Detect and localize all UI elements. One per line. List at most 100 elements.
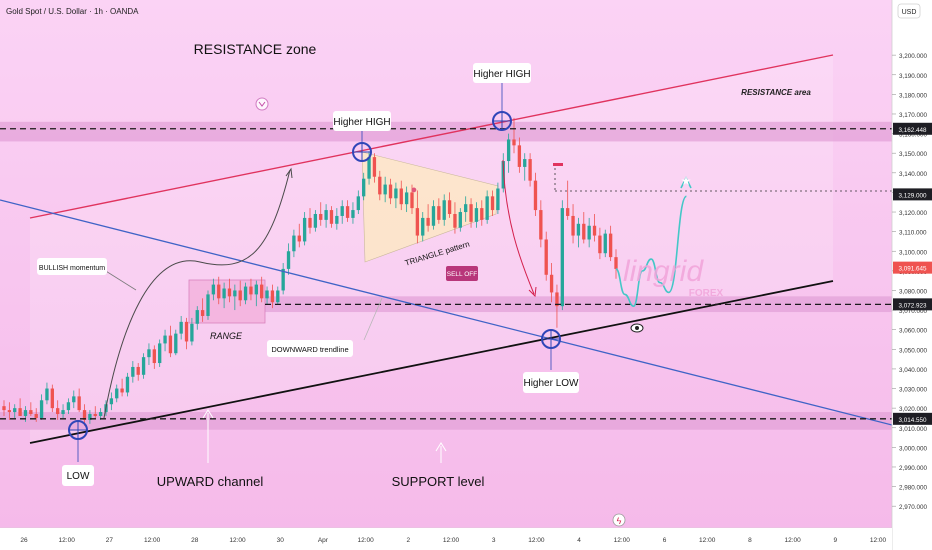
candle-body [174, 333, 178, 354]
sell-off-arrowhead [528, 286, 537, 298]
candle-body [72, 396, 76, 403]
candle-body [324, 210, 328, 220]
candle-body [136, 366, 140, 375]
candle-body [560, 208, 564, 307]
time-axis-panel [0, 528, 892, 550]
price-tick-label: 3,040.000 [899, 367, 928, 374]
time-tick-label: 12:00 [784, 537, 801, 544]
candle-body [598, 235, 602, 254]
support-level-label: SUPPORT level [392, 474, 485, 489]
candle-body [109, 398, 114, 405]
candle-body [335, 215, 339, 224]
candle-body [404, 192, 409, 205]
candle-body [302, 217, 307, 242]
price-tick-label: 3,170.000 [899, 112, 928, 119]
low-box [62, 465, 94, 486]
time-tick-label: 3 [492, 537, 496, 544]
candle-body [378, 176, 382, 195]
candle-body [23, 410, 28, 416]
candle-body [61, 410, 65, 415]
time-tick-label: 12:00 [357, 537, 374, 544]
candle-body [115, 388, 119, 399]
candle-body [345, 206, 350, 218]
candle-body [566, 208, 570, 216]
bullish-momentum-label: BULLISH momentum [39, 265, 105, 272]
candle-body [576, 223, 581, 236]
candles [2, 117, 618, 426]
candle-body [227, 288, 232, 297]
price-badge [893, 298, 932, 311]
time-tick-label: 9 [833, 537, 837, 544]
upward-channel-support-line[interactable] [29, 280, 834, 444]
candle-body [372, 157, 377, 177]
price-axis-panel [892, 0, 932, 550]
zone-band [0, 121, 892, 142]
price-tick-label: 3,140.000 [899, 171, 928, 178]
time-axis[interactable]: 26 12:00 27 12:00 28 12:00 30 Apr 12:00 2 12:00 3 12… [0, 527, 892, 550]
time-tick-label: 4 [577, 537, 581, 544]
resistance-trendline[interactable] [29, 54, 834, 219]
candle-body [549, 274, 554, 293]
downward-trendline-box [267, 340, 353, 357]
upward-channel-fill [30, 55, 833, 443]
candle-body [131, 366, 135, 377]
sell-off-arrow [502, 159, 535, 295]
higher-high-1-label: Higher HIGH [333, 117, 390, 128]
candle-body [313, 213, 318, 228]
resistance-zone-label: RESISTANCE zone [194, 41, 317, 57]
candle-body [281, 268, 285, 291]
price-tick-label: 3,150.000 [899, 151, 928, 158]
price-tick-label: 3,060.000 [899, 328, 928, 335]
time-tick-label: 2 [406, 537, 410, 544]
price-badges: 3,162.448 3,129.000 3,091.645 3,072.923 3,01… [893, 122, 932, 425]
candle-body [383, 184, 387, 195]
upward-channel-leader-head [202, 409, 214, 419]
time-tick-label: 12:00 [229, 537, 246, 544]
price-badge-label: 3,162.448 [898, 127, 927, 134]
triangle-pattern-shape [361, 151, 499, 263]
candle-body [260, 284, 264, 299]
candle-body [7, 410, 12, 413]
candle-body [222, 288, 226, 299]
candle-body [82, 410, 87, 420]
candle-body [243, 286, 248, 301]
higher-low-label: Higher LOW [523, 378, 579, 389]
price-badge [893, 188, 932, 201]
candle-body [603, 233, 607, 254]
support-level-leader-head [435, 442, 447, 452]
candle-body [200, 310, 205, 316]
price-tick-label: 3,030.000 [899, 387, 928, 394]
price-badge [893, 261, 932, 274]
candle-body [528, 159, 532, 181]
candle-body [141, 357, 146, 375]
candle-body [351, 210, 355, 218]
lightning-icon[interactable] [612, 513, 626, 527]
key-levels [0, 128, 892, 420]
time-tick-label: 27 [106, 537, 114, 544]
candle-body [582, 223, 586, 240]
candle-body [270, 290, 275, 303]
candle-body [34, 414, 38, 418]
downward-trendline[interactable] [0, 199, 893, 426]
candle-body [421, 217, 425, 236]
time-tick-label: 6 [663, 537, 667, 544]
candle-body [517, 145, 522, 167]
candle-body [195, 310, 199, 324]
time-tick-label: 12:00 [144, 537, 161, 544]
time-tick-label: 8 [748, 537, 752, 544]
candle-body [254, 284, 258, 295]
candle-body [362, 178, 366, 197]
higher-high-2-box [473, 63, 531, 83]
price-tick-label: 3,050.000 [899, 347, 928, 354]
downward-trendline-label: DOWNWARD trendline [271, 345, 348, 354]
sell-off-badge [446, 266, 478, 281]
currency-box[interactable] [897, 3, 921, 19]
candle-body [18, 408, 22, 416]
candle-body [56, 408, 60, 415]
projection-path [615, 195, 688, 307]
candle-body [608, 233, 613, 258]
candle-body [286, 251, 291, 269]
candle-body [410, 192, 414, 209]
candle-body [158, 343, 162, 364]
